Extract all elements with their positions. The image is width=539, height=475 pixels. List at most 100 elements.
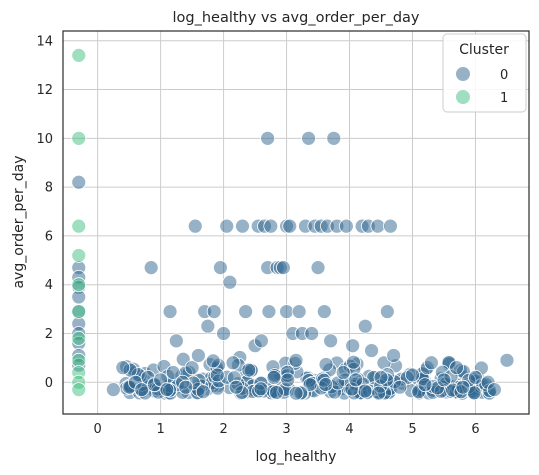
scatter-point-cluster-0-band <box>281 373 295 387</box>
scatter-point-cluster-0 <box>383 219 397 233</box>
legend-marker-cluster-0 <box>456 67 470 81</box>
scatter-point-cluster-0 <box>254 334 268 348</box>
scatter-point-cluster-0 <box>220 219 234 233</box>
legend-title: Cluster <box>459 42 509 58</box>
scatter-point-cluster-1 <box>72 305 86 319</box>
x-axis-title: log_healthy <box>256 449 337 465</box>
y-tick-label: 2 <box>45 327 53 342</box>
scatter-point-cluster-0 <box>201 319 215 333</box>
scatter-point-cluster-0 <box>226 356 240 370</box>
scatter-point-cluster-0 <box>317 305 331 319</box>
scatter-point-cluster-0 <box>239 305 253 319</box>
x-tick-label: 6 <box>471 422 479 437</box>
y-tick-label: 14 <box>36 34 53 49</box>
scatter-point-cluster-0 <box>242 363 256 377</box>
scatter-point-cluster-0 <box>468 370 482 384</box>
scatter-point-cluster-1 <box>72 219 86 233</box>
scatter-point-cluster-0 <box>72 175 86 189</box>
y-axis-title: avg_order_per_day <box>11 155 27 288</box>
scatter-point-cluster-0 <box>264 219 278 233</box>
scatter-point-cluster-0 <box>169 334 183 348</box>
scatter-point-cluster-0 <box>487 383 501 397</box>
scatter-point-cluster-0 <box>188 219 202 233</box>
x-tick-label: 4 <box>345 422 353 437</box>
scatter-point-cluster-0 <box>191 348 205 362</box>
scatter-point-cluster-1 <box>72 48 86 62</box>
y-tick-label: 6 <box>45 229 53 244</box>
scatter-point-cluster-0 <box>339 219 353 233</box>
x-tick-label: 3 <box>282 422 290 437</box>
scatter-point-cluster-0-band <box>372 386 386 400</box>
scatter-point-cluster-0 <box>393 380 407 394</box>
y-tick-label: 12 <box>36 83 53 98</box>
scatter-point-cluster-0 <box>327 131 341 145</box>
scatter-point-cluster-0-band <box>196 385 210 399</box>
legend: Cluster 0 1 <box>443 34 526 112</box>
scatter-point-cluster-0 <box>223 275 237 289</box>
scatter-point-cluster-0 <box>276 261 290 275</box>
scatter-point-cluster-0 <box>311 261 325 275</box>
x-tick-label: 1 <box>156 422 164 437</box>
scatter-point-cluster-0 <box>374 370 388 384</box>
scatter-point-cluster-0 <box>144 261 158 275</box>
scatter-point-cluster-0 <box>217 326 231 340</box>
scatter-point-cluster-1 <box>72 131 86 145</box>
scatter-point-cluster-0 <box>185 361 199 375</box>
scatter-point-cluster-0-band <box>289 386 303 400</box>
scatter-point-cluster-0 <box>235 219 249 233</box>
scatter-point-cluster-0 <box>267 370 281 384</box>
scatter-point-cluster-0 <box>500 353 514 367</box>
scatter-point-cluster-0 <box>179 380 193 394</box>
scatter-point-cluster-0 <box>336 366 350 380</box>
scatter-point-cluster-0 <box>424 356 438 370</box>
scatter-point-cluster-0 <box>135 383 149 397</box>
scatter-point-cluster-0 <box>450 361 464 375</box>
scatter-point-cluster-0 <box>456 380 470 394</box>
scatter-point-cluster-0 <box>289 353 303 367</box>
scatter-point-cluster-0 <box>292 305 306 319</box>
scatter-point-cluster-0 <box>406 368 420 382</box>
scatter-point-cluster-0 <box>305 326 319 340</box>
scatter-point-cluster-0 <box>207 305 221 319</box>
scatter-point-cluster-0 <box>346 339 360 353</box>
scatter-point-cluster-0 <box>418 378 432 392</box>
scatter-point-cluster-0 <box>261 131 275 145</box>
legend-label-cluster-0: 0 <box>500 68 508 83</box>
scatter-point-cluster-0 <box>163 305 177 319</box>
scatter-point-cluster-1 <box>72 383 86 397</box>
scatter-point-cluster-0-band <box>319 357 333 371</box>
scatter-point-cluster-0 <box>380 305 394 319</box>
x-tick-label: 5 <box>408 422 416 437</box>
scatter-point-cluster-0 <box>229 380 243 394</box>
scatter-point-cluster-0 <box>213 261 227 275</box>
scatter-point-cluster-0-band <box>347 355 361 369</box>
scatter-point-cluster-0 <box>387 348 401 362</box>
scatter-point-cluster-1 <box>72 331 86 345</box>
scatter-point-cluster-0 <box>210 368 224 382</box>
legend-label-cluster-1: 1 <box>500 91 508 106</box>
y-tick-label: 8 <box>45 181 53 196</box>
scatter-point-cluster-0 <box>280 305 294 319</box>
scatter-point-cluster-0-band <box>206 354 220 368</box>
scatter-point-cluster-0-band <box>319 378 333 392</box>
scatter-point-cluster-1 <box>72 278 86 292</box>
legend-marker-cluster-1 <box>456 90 470 104</box>
scatter-point-cluster-1 <box>72 248 86 262</box>
scatter-point-cluster-0 <box>365 344 379 358</box>
scatter-point-cluster-0-band <box>254 382 268 396</box>
chart-title: log_healthy vs avg_order_per_day <box>172 10 419 26</box>
scatter-point-cluster-0 <box>358 319 372 333</box>
scatter-point-cluster-0-band <box>358 384 372 398</box>
y-tick-label: 4 <box>45 278 53 293</box>
scatter-point-cluster-0 <box>437 373 451 387</box>
scatter-point-cluster-0 <box>116 361 130 375</box>
scatter-point-cluster-0 <box>324 334 338 348</box>
y-tick-label: 10 <box>36 132 53 147</box>
scatter-point-cluster-0 <box>302 131 316 145</box>
scatter-point-cluster-0 <box>283 219 297 233</box>
scatter-point-cluster-0 <box>106 383 120 397</box>
scatter-point-cluster-0 <box>371 219 385 233</box>
scatter-point-cluster-0 <box>262 305 276 319</box>
